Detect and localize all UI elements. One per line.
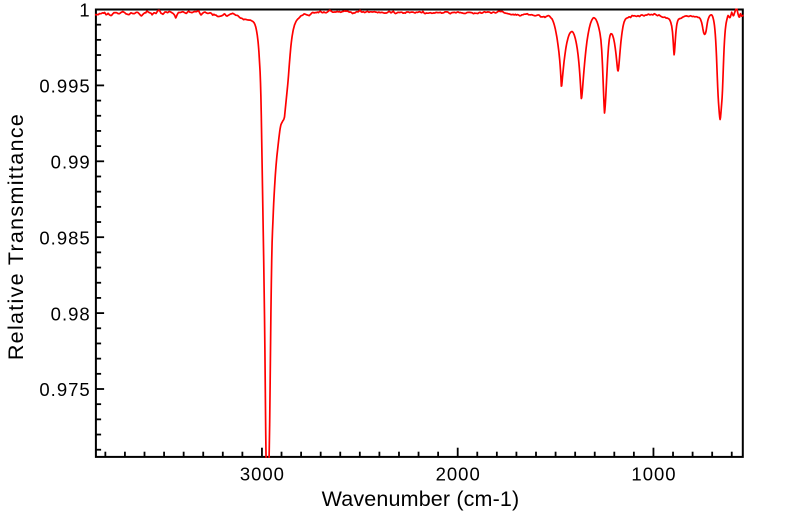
svg-text:0.99: 0.99 xyxy=(51,152,91,173)
svg-text:0.98: 0.98 xyxy=(51,303,91,324)
svg-text:3000: 3000 xyxy=(240,464,285,485)
svg-text:0.995: 0.995 xyxy=(39,76,90,97)
svg-text:1000: 1000 xyxy=(631,464,676,485)
svg-text:0.985: 0.985 xyxy=(39,227,90,248)
svg-text:Relative Transmittance: Relative Transmittance xyxy=(4,113,28,360)
svg-text:0.975: 0.975 xyxy=(39,379,90,400)
svg-text:Wavenumber (cm-1): Wavenumber (cm-1) xyxy=(322,487,520,511)
svg-text:1: 1 xyxy=(79,0,90,21)
svg-text:2000: 2000 xyxy=(436,464,481,485)
